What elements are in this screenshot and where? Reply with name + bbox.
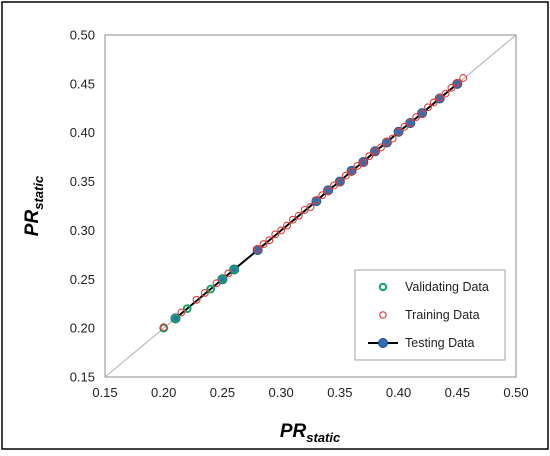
training-data-point: [429, 98, 438, 107]
training-data-point: [406, 118, 415, 127]
training-data-point: [259, 240, 268, 249]
training-data-point: [441, 89, 450, 98]
training-data-point: [400, 122, 409, 131]
validating-data-point: [218, 274, 227, 284]
training-data-point: [294, 211, 303, 220]
training-data-point: [359, 159, 368, 167]
training-data-point: [288, 215, 297, 224]
x-tick-label: 0.25: [210, 385, 235, 400]
y-axis-title-main: PR: [22, 210, 43, 237]
legend-validating-label: Validating Data: [405, 280, 489, 294]
training-data-point: [347, 167, 356, 176]
y-tick-label: 0.15: [70, 370, 95, 385]
training-data-point: [335, 178, 344, 187]
training-data-point: [271, 230, 280, 239]
x-tick-label: 0.30: [268, 385, 293, 400]
x-tick-label: 0.20: [151, 385, 176, 400]
training-data-point: [283, 221, 291, 230]
x-tick-label: 0.35: [327, 385, 352, 400]
validating-data-point: [206, 284, 216, 294]
x-axis-title-subscript: static: [306, 430, 341, 445]
training-data-point: [365, 152, 374, 161]
training-data-point: [212, 279, 221, 288]
legend-training-marker: [379, 311, 387, 319]
training-data-point: [200, 289, 209, 297]
training-data-point: [192, 295, 201, 304]
training-data-point: [447, 83, 456, 92]
legend-validating-marker: [378, 282, 388, 292]
training-data-point: [388, 134, 397, 143]
training-data-point: [318, 191, 327, 200]
training-data-point: [418, 110, 427, 119]
series-training-data: [159, 74, 468, 332]
legend-training-label: Training Data: [405, 308, 480, 322]
y-tick-label: 0.45: [70, 76, 95, 91]
training-data-point: [371, 147, 380, 156]
training-data-point: [265, 236, 274, 245]
x-axis-title: PRstatic: [280, 421, 341, 445]
training-data-point: [159, 323, 168, 332]
legend: Validating Data Training Data Testing Da…: [354, 269, 506, 361]
series-validating-data: [159, 265, 239, 333]
training-data-point: [277, 226, 286, 235]
legend-testing-marker: [378, 338, 388, 348]
training-data-point: [459, 74, 468, 82]
training-data-point: [423, 103, 432, 112]
validating-data-point: [182, 304, 192, 314]
legend-testing-label: Testing Data: [405, 336, 475, 350]
training-data-point: [312, 196, 321, 205]
y-axis-title: PRstatic: [22, 175, 46, 236]
training-data-point: [324, 187, 333, 196]
training-data-point: [394, 127, 403, 136]
x-axis-title-main: PR: [280, 421, 307, 442]
training-data-point: [177, 308, 186, 317]
training-data-point: [224, 269, 233, 278]
testing-data-line: [174, 83, 458, 320]
training-data-point: [253, 245, 262, 253]
training-data-point: [306, 203, 315, 211]
y-tick-label: 0.50: [70, 28, 95, 43]
training-data-point: [377, 143, 385, 152]
x-tick-label: 0.15: [92, 385, 117, 400]
y-tick-label: 0.40: [70, 125, 95, 140]
x-tick-label: 0.40: [386, 385, 411, 400]
y-tick-label: 0.35: [70, 174, 95, 189]
x-tick-label: 0.50: [503, 385, 528, 400]
y-tick-label: 0.30: [70, 223, 95, 238]
y-tick-label: 0.25: [70, 272, 95, 287]
training-data-point: [453, 78, 462, 87]
y-tick-label: 0.20: [70, 321, 95, 336]
validating-data-point: [171, 313, 180, 323]
training-data-point: [341, 171, 350, 180]
y-axis-title-subscript: static: [31, 175, 46, 210]
x-tick-label: 0.45: [445, 385, 470, 400]
validating-data-point: [229, 265, 239, 274]
training-data-point: [435, 93, 444, 102]
